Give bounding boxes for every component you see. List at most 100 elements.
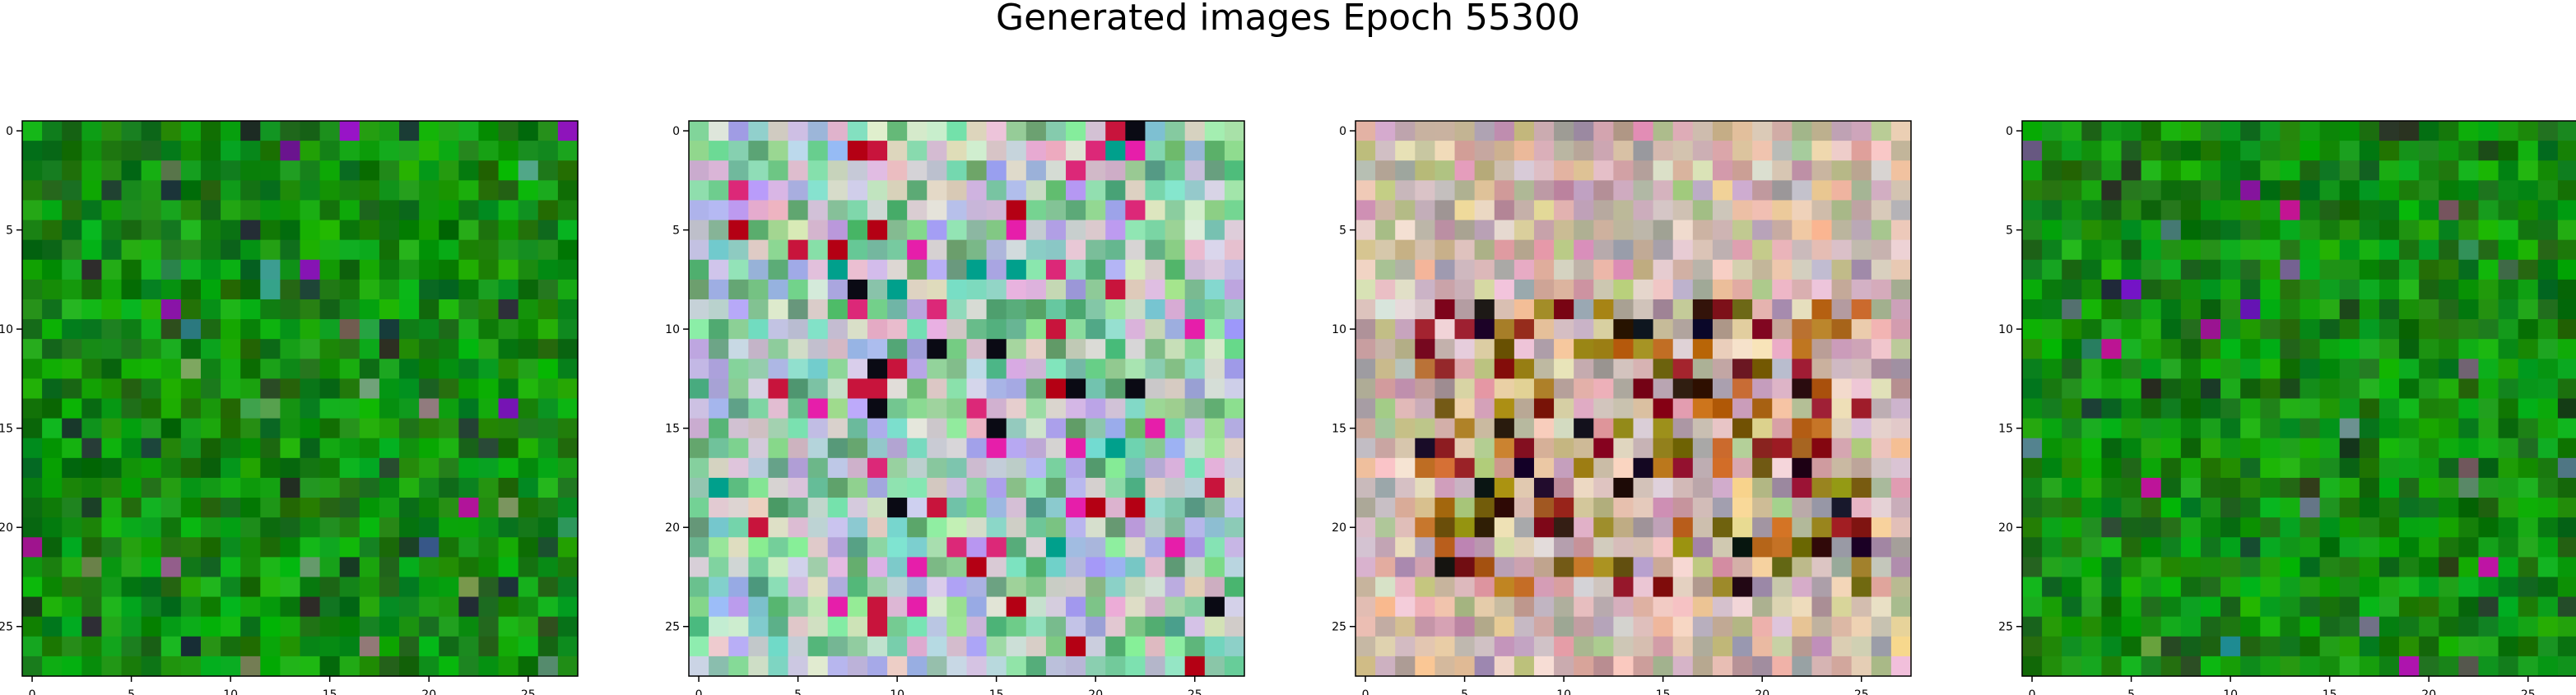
pixel-cell <box>2359 121 2380 141</box>
x-tick-label: 10 <box>223 688 238 695</box>
pixel-cell <box>2260 616 2281 637</box>
pixel-cell <box>2062 537 2082 558</box>
pixel-cell <box>1204 537 1225 558</box>
pixel-cell <box>1574 180 1594 202</box>
pixel-cell <box>2299 200 2321 221</box>
pixel-cell <box>42 616 63 637</box>
pixel-cell <box>966 616 988 637</box>
pixel-cell <box>1574 160 1594 181</box>
pixel-cell <box>141 180 162 202</box>
pixel-cell <box>1454 616 1476 637</box>
pixel-cell <box>160 180 182 202</box>
pixel-cell <box>946 438 968 459</box>
x-tick-label: 5 <box>1461 688 1468 695</box>
pixel-cell <box>439 180 459 202</box>
pixel-cell <box>1454 418 1476 439</box>
pixel-cell <box>1712 239 1733 261</box>
pixel-cell <box>2280 378 2301 400</box>
pixel-cell <box>2042 616 2062 637</box>
pixel-cell <box>300 537 321 558</box>
pixel-cell <box>1165 596 1186 618</box>
pixel-cell <box>1454 438 1476 459</box>
pixel-cell <box>927 239 947 261</box>
pixel-cell <box>1712 200 1733 221</box>
pixel-cell <box>180 299 202 320</box>
pixel-cell <box>62 517 82 538</box>
pixel-cell <box>2081 259 2103 280</box>
pixel-cell <box>728 259 749 280</box>
pixel-cell <box>2478 319 2499 340</box>
pixel-cell <box>1105 141 1126 161</box>
pixel-cell <box>319 636 341 657</box>
pixel-cell <box>180 537 202 558</box>
pixel-cell <box>1851 121 1872 141</box>
pixel-cell <box>81 259 103 280</box>
pixel-cell <box>1184 180 1206 202</box>
pixel-cell <box>2141 141 2162 161</box>
pixel-cell <box>1204 121 1225 141</box>
pixel-cell <box>160 319 182 340</box>
pixel-cell <box>2220 517 2241 538</box>
pixel-cell <box>2260 220 2281 241</box>
pixel-cell <box>2439 279 2459 300</box>
pixel-cell <box>42 319 63 340</box>
pixel-cell <box>1732 577 1753 598</box>
pixel-cell <box>2439 656 2459 677</box>
pixel-cell <box>458 457 480 479</box>
pixel-cell <box>419 339 439 359</box>
pixel-cell <box>42 477 63 498</box>
pixel-cell <box>2022 498 2043 518</box>
pixel-cell <box>1792 656 1813 677</box>
y-tick-label: 15 <box>665 423 680 436</box>
pixel-cell <box>1454 577 1476 598</box>
pixel-cell <box>1653 537 1674 558</box>
pixel-cell <box>280 121 301 141</box>
pixel-cell <box>907 121 928 141</box>
pixel-cell <box>101 180 123 202</box>
pixel-cell <box>1145 339 1166 359</box>
pixel-cell <box>1672 319 1694 340</box>
pixel-cell <box>807 636 829 657</box>
pixel-cell <box>1086 319 1106 340</box>
pixel-cell <box>2359 220 2380 241</box>
pixel-cell <box>2557 557 2576 578</box>
pixel-cell <box>2180 259 2202 280</box>
pixel-cell <box>1474 239 1495 261</box>
pixel-cell <box>160 616 182 637</box>
pixel-cell <box>1613 498 1634 518</box>
pixel-cell <box>827 339 849 359</box>
pixel-cell <box>62 438 82 459</box>
pixel-cell <box>2280 239 2301 261</box>
pixel-cell <box>2280 656 2301 677</box>
pixel-cell <box>478 220 500 241</box>
pixel-cell <box>319 299 341 320</box>
pixel-cell <box>1025 279 1047 300</box>
pixel-cell <box>1066 517 1086 538</box>
pixel-cell <box>1025 477 1047 498</box>
pixel-cell <box>2200 477 2221 498</box>
pixel-cell <box>1672 517 1694 538</box>
pixel-cell <box>537 596 559 618</box>
pixel-cell <box>2378 160 2400 181</box>
pixel-cell <box>1613 160 1634 181</box>
pixel-cell <box>946 319 968 340</box>
pixel-cell <box>728 299 749 320</box>
pixel-cell <box>200 319 221 340</box>
pixel-cell <box>458 477 480 498</box>
pixel-cell <box>2200 319 2221 340</box>
pixel-cell <box>788 359 809 379</box>
pixel-cell <box>200 477 221 498</box>
pixel-cell <box>1533 616 1555 637</box>
pixel-cell <box>2319 616 2341 637</box>
pixel-cell <box>101 457 123 479</box>
pixel-cell <box>1613 596 1634 618</box>
pixel-cell <box>1415 121 1436 141</box>
pixel-cell <box>2062 656 2082 677</box>
pixel-cell <box>319 378 341 400</box>
pixel-cell <box>2458 557 2480 578</box>
pixel-cell <box>1593 656 1614 677</box>
pixel-cell <box>1025 239 1047 261</box>
pixel-cell <box>1395 141 1416 161</box>
y-tick-label: 15 <box>1998 423 2013 436</box>
pixel-cell <box>1831 339 1853 359</box>
